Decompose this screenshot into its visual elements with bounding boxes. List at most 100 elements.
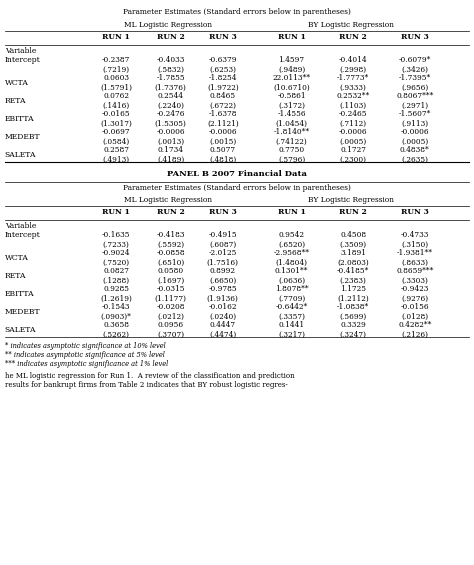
Text: -0.2387: -0.2387 bbox=[102, 56, 130, 64]
Text: (.1288): (.1288) bbox=[102, 277, 130, 285]
Text: 0.8659***: 0.8659*** bbox=[396, 267, 433, 275]
Text: -1.7395*: -1.7395* bbox=[399, 74, 431, 82]
Text: -0.0006: -0.0006 bbox=[156, 128, 185, 136]
Text: RUN 2: RUN 2 bbox=[157, 33, 184, 41]
Text: 0.0762: 0.0762 bbox=[103, 92, 129, 100]
Text: (1.5791): (1.5791) bbox=[100, 84, 132, 92]
Text: (.74122): (.74122) bbox=[276, 138, 307, 146]
Text: (.2971): (.2971) bbox=[401, 102, 428, 110]
Text: Parameter Estimates (Standard errors below in parentheses): Parameter Estimates (Standard errors bel… bbox=[123, 184, 351, 192]
Text: (.1103): (.1103) bbox=[339, 102, 367, 110]
Text: 0.1301**: 0.1301** bbox=[275, 267, 308, 275]
Text: results for bankrupt firms from Table 2 indicates that BY robust logistic regres: results for bankrupt firms from Table 2 … bbox=[5, 381, 288, 389]
Text: MEDEBT: MEDEBT bbox=[5, 133, 40, 141]
Text: RETA: RETA bbox=[5, 272, 26, 280]
Text: 1.4597: 1.4597 bbox=[278, 56, 305, 64]
Text: (1.9722): (1.9722) bbox=[207, 84, 238, 92]
Text: -0.0165: -0.0165 bbox=[102, 110, 130, 118]
Text: 0.1734: 0.1734 bbox=[158, 146, 183, 154]
Text: (.0903)*: (.0903)* bbox=[100, 313, 132, 321]
Text: -0.6079*: -0.6079* bbox=[399, 56, 431, 64]
Text: -0.0858: -0.0858 bbox=[156, 249, 185, 257]
Text: (.3150): (.3150) bbox=[401, 241, 428, 249]
Text: 0.1441: 0.1441 bbox=[278, 321, 305, 329]
Text: -0.6379: -0.6379 bbox=[209, 56, 237, 64]
Text: (.7520): (.7520) bbox=[102, 259, 130, 267]
Text: (.5699): (.5699) bbox=[339, 313, 367, 321]
Text: -0.4733: -0.4733 bbox=[401, 231, 429, 239]
Text: (.6510): (.6510) bbox=[157, 259, 184, 267]
Text: -0.2476: -0.2476 bbox=[156, 110, 185, 118]
Text: (.9656): (.9656) bbox=[401, 84, 428, 92]
Text: (.0584): (.0584) bbox=[102, 138, 130, 146]
Text: (.5592): (.5592) bbox=[157, 241, 184, 249]
Text: RUN 2: RUN 2 bbox=[339, 208, 367, 216]
Text: -1.0838*: -1.0838* bbox=[337, 303, 369, 311]
Text: ** indicates asymptotic significance at 5% level: ** indicates asymptotic significance at … bbox=[5, 351, 164, 359]
Text: (.5796): (.5796) bbox=[278, 156, 305, 164]
Text: (.3172): (.3172) bbox=[278, 102, 305, 110]
Text: *** indicates asymptotic significance at 1% level: *** indicates asymptotic significance at… bbox=[5, 360, 168, 368]
Text: BY Logistic Regression: BY Logistic Regression bbox=[308, 21, 394, 29]
Text: (.4818): (.4818) bbox=[209, 156, 237, 164]
Text: PANEL B 2007 Financial Data: PANEL B 2007 Financial Data bbox=[167, 170, 307, 178]
Text: (.0015): (.0015) bbox=[209, 138, 237, 146]
Text: (1.2619): (1.2619) bbox=[100, 295, 132, 303]
Text: Variable: Variable bbox=[5, 47, 36, 55]
Text: EBITTA: EBITTA bbox=[5, 115, 35, 123]
Text: ML Logistic Regression: ML Logistic Regression bbox=[124, 21, 212, 29]
Text: -0.0208: -0.0208 bbox=[156, 303, 185, 311]
Text: RUN 3: RUN 3 bbox=[401, 208, 428, 216]
Text: -0.9785: -0.9785 bbox=[209, 285, 237, 293]
Text: EBITTA: EBITTA bbox=[5, 290, 35, 298]
Text: -0.1543: -0.1543 bbox=[102, 303, 130, 311]
Text: 0.0603: 0.0603 bbox=[103, 74, 129, 82]
Text: RUN 3: RUN 3 bbox=[209, 208, 237, 216]
Text: (.3509): (.3509) bbox=[339, 241, 367, 249]
Text: (.3357): (.3357) bbox=[278, 313, 305, 321]
Text: (.2635): (.2635) bbox=[401, 156, 428, 164]
Text: -0.0006: -0.0006 bbox=[401, 128, 429, 136]
Text: -1.4556: -1.4556 bbox=[277, 110, 306, 118]
Text: (.0212): (.0212) bbox=[157, 313, 184, 321]
Text: -0.9423: -0.9423 bbox=[401, 285, 429, 293]
Text: (.2383): (.2383) bbox=[340, 277, 366, 285]
Text: -0.0315: -0.0315 bbox=[156, 285, 185, 293]
Text: (1.5305): (1.5305) bbox=[155, 120, 187, 128]
Text: (.7112): (.7112) bbox=[339, 120, 367, 128]
Text: (1.3017): (1.3017) bbox=[100, 120, 132, 128]
Text: 1.1725: 1.1725 bbox=[340, 285, 366, 293]
Text: -1.7855: -1.7855 bbox=[156, 74, 185, 82]
Text: -1.8140**: -1.8140** bbox=[273, 128, 310, 136]
Text: Intercept: Intercept bbox=[5, 56, 40, 64]
Text: Parameter Estimates (Standard errors below in parentheses): Parameter Estimates (Standard errors bel… bbox=[123, 8, 351, 16]
Text: (.0005): (.0005) bbox=[339, 138, 367, 146]
Text: SALETA: SALETA bbox=[5, 151, 36, 159]
Text: (.5262): (.5262) bbox=[103, 331, 129, 339]
Text: -1.6378: -1.6378 bbox=[209, 110, 237, 118]
Text: (.4474): (.4474) bbox=[209, 331, 237, 339]
Text: WCTA: WCTA bbox=[5, 254, 28, 262]
Text: (.9489): (.9489) bbox=[278, 66, 305, 73]
Text: 0.4838*: 0.4838* bbox=[400, 146, 429, 154]
Text: -1.5607*: -1.5607* bbox=[399, 110, 431, 118]
Text: -0.0006: -0.0006 bbox=[209, 128, 237, 136]
Text: -0.4014: -0.4014 bbox=[339, 56, 367, 64]
Text: -2.9568**: -2.9568** bbox=[273, 249, 310, 257]
Text: 0.4508: 0.4508 bbox=[340, 231, 366, 239]
Text: 0.4282**: 0.4282** bbox=[398, 321, 431, 329]
Text: 22.0113**: 22.0113** bbox=[273, 74, 310, 82]
Text: ML Logistic Regression: ML Logistic Regression bbox=[124, 196, 212, 204]
Text: (.4913): (.4913) bbox=[102, 156, 130, 164]
Text: (.2300): (.2300) bbox=[340, 156, 366, 164]
Text: -0.0697: -0.0697 bbox=[102, 128, 130, 136]
Text: (2.1121): (2.1121) bbox=[207, 120, 238, 128]
Text: (10.6710): (10.6710) bbox=[273, 84, 310, 92]
Text: (.5832): (.5832) bbox=[157, 66, 184, 73]
Text: -0.4183: -0.4183 bbox=[156, 231, 185, 239]
Text: 3.1891: 3.1891 bbox=[340, 249, 366, 257]
Text: (1.7376): (1.7376) bbox=[155, 84, 187, 92]
Text: SALETA: SALETA bbox=[5, 326, 36, 334]
Text: 0.3658: 0.3658 bbox=[103, 321, 129, 329]
Text: (.9276): (.9276) bbox=[401, 295, 428, 303]
